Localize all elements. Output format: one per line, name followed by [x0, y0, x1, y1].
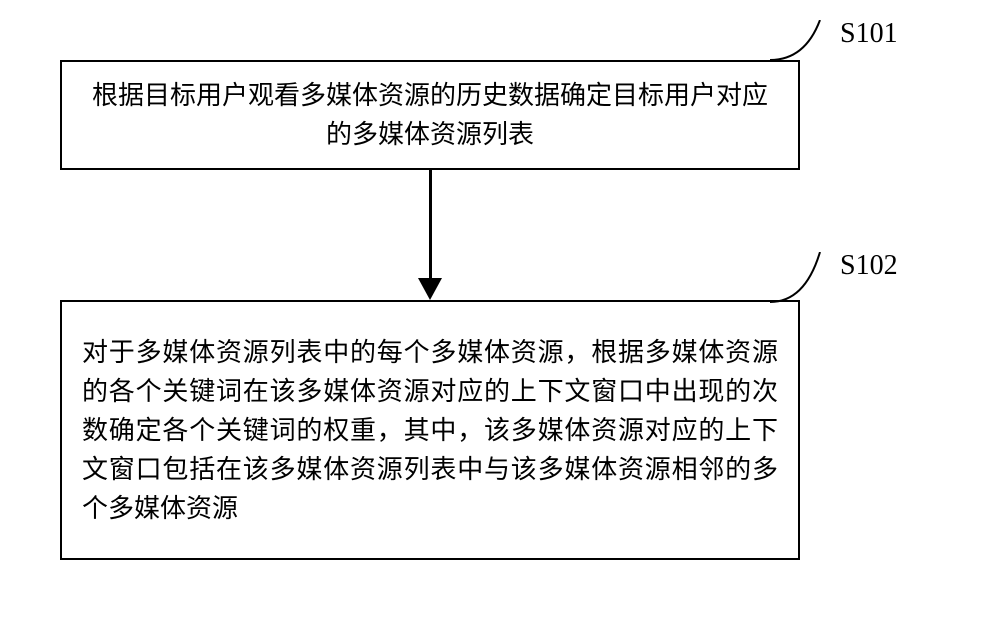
step-box-s101: 根据目标用户观看多媒体资源的历史数据确定目标用户对应的多媒体资源列表	[60, 60, 800, 170]
flowchart-canvas: 根据目标用户观看多媒体资源的历史数据确定目标用户对应的多媒体资源列表 S101 …	[0, 0, 1000, 625]
step-label-s101: S101	[840, 18, 898, 50]
leader-s102	[770, 252, 840, 312]
step-box-s102: 对于多媒体资源列表中的每个多媒体资源，根据多媒体资源的各个关键词在该多媒体资源对…	[60, 300, 800, 560]
step-label-s102: S102	[840, 250, 898, 282]
arrow-head-s101-s102	[418, 278, 442, 300]
arrow-s101-s102	[429, 170, 432, 280]
step-text-s101: 根据目标用户观看多媒体资源的历史数据确定目标用户对应的多媒体资源列表	[82, 76, 778, 154]
leader-s101	[770, 20, 840, 70]
step-text-s102: 对于多媒体资源列表中的每个多媒体资源，根据多媒体资源的各个关键词在该多媒体资源对…	[82, 333, 778, 528]
